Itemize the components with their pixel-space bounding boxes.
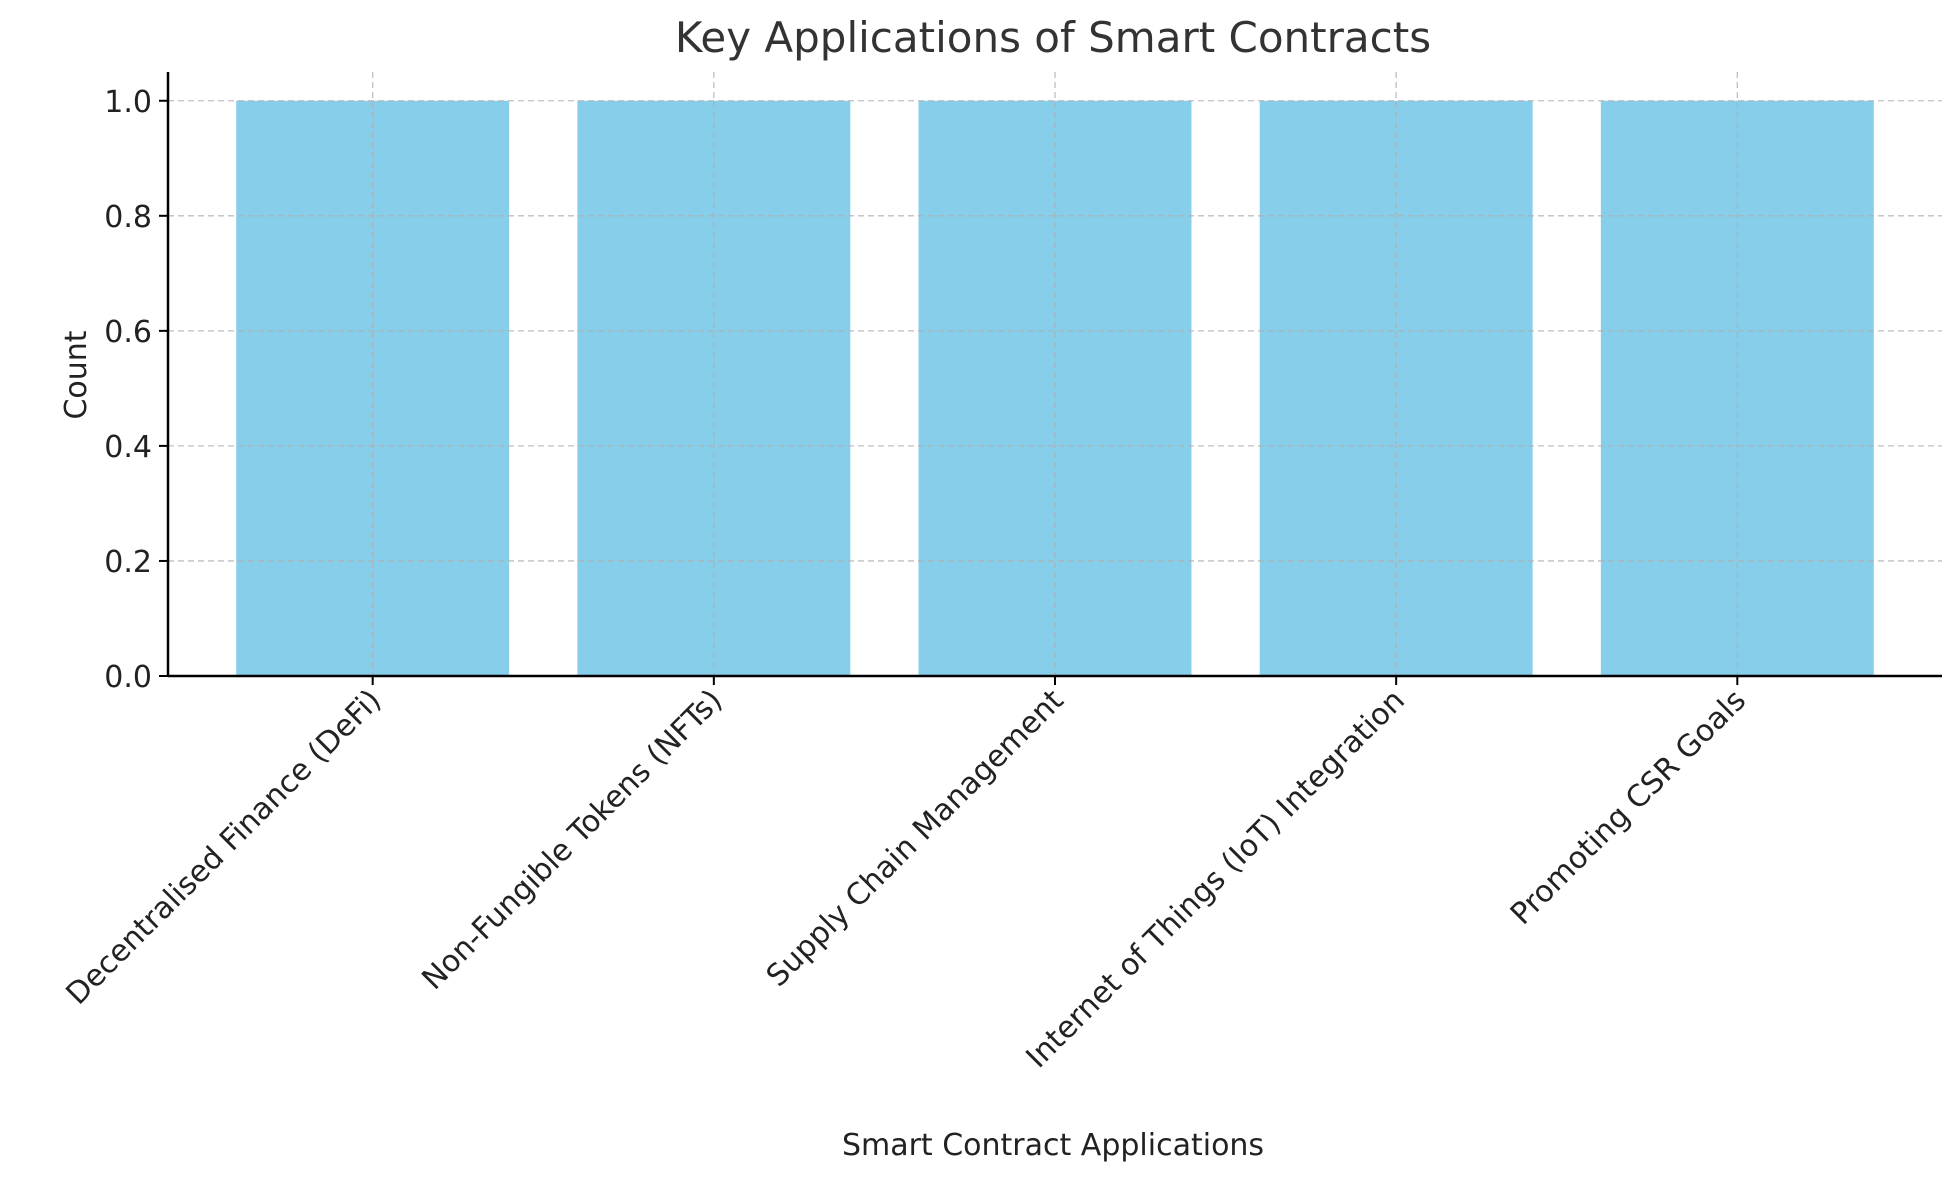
chart-title: Key Applications of Smart Contracts [675, 13, 1431, 62]
x-tick-label: Non-Fungible Tokens (NFTs) [415, 683, 729, 997]
y-tick-label: 0.2 [104, 545, 152, 580]
x-tick-label: Decentralised Finance (DeFi) [60, 683, 389, 1012]
y-tick-label: 1.0 [104, 85, 152, 120]
y-ticks: 0.0 0.2 0.4 0.6 0.8 1.0 [104, 85, 168, 695]
y-tick-label: 0.6 [104, 315, 152, 350]
x-tick-label: Supply Chain Management [760, 683, 1071, 994]
y-tick-label: 0.8 [104, 200, 152, 235]
y-tick-label: 0.4 [104, 430, 152, 465]
y-axis-title: Count [59, 330, 94, 419]
y-tick-label: 0.0 [104, 660, 152, 695]
x-axis-title: Smart Contract Applications [842, 1128, 1264, 1163]
x-ticks: Decentralised Finance (DeFi) Non-Fungible… [60, 676, 1753, 1075]
x-tick-label: Promoting CSR Goals [1504, 683, 1753, 932]
x-tick-label: Internet of Things (IoT) Integration [1020, 683, 1412, 1075]
